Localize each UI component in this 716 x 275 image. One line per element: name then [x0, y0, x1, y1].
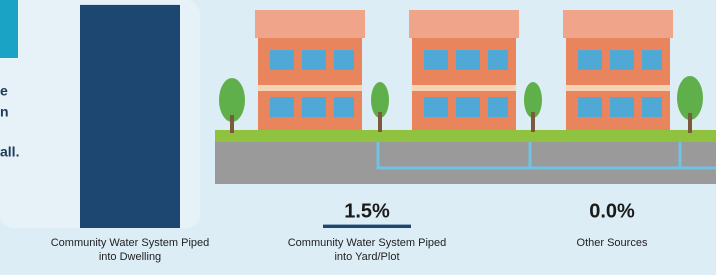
house — [409, 10, 519, 130]
infographic: enall.Community Water System Pipedinto D… — [0, 0, 716, 275]
annotation-fragment: n — [0, 104, 9, 120]
annotation-fragment: all. — [0, 144, 19, 160]
category-label: Other Sources — [577, 237, 648, 249]
illustration — [215, 10, 716, 184]
bar — [80, 5, 180, 228]
house — [255, 10, 365, 130]
accent-block — [0, 0, 18, 58]
value-label: 0.0% — [589, 200, 635, 222]
annotation-fragment: e — [0, 83, 8, 99]
bar — [323, 225, 411, 228]
house — [563, 10, 673, 130]
grass — [215, 130, 716, 142]
value-label: 1.5% — [344, 200, 390, 222]
soil — [215, 142, 716, 184]
